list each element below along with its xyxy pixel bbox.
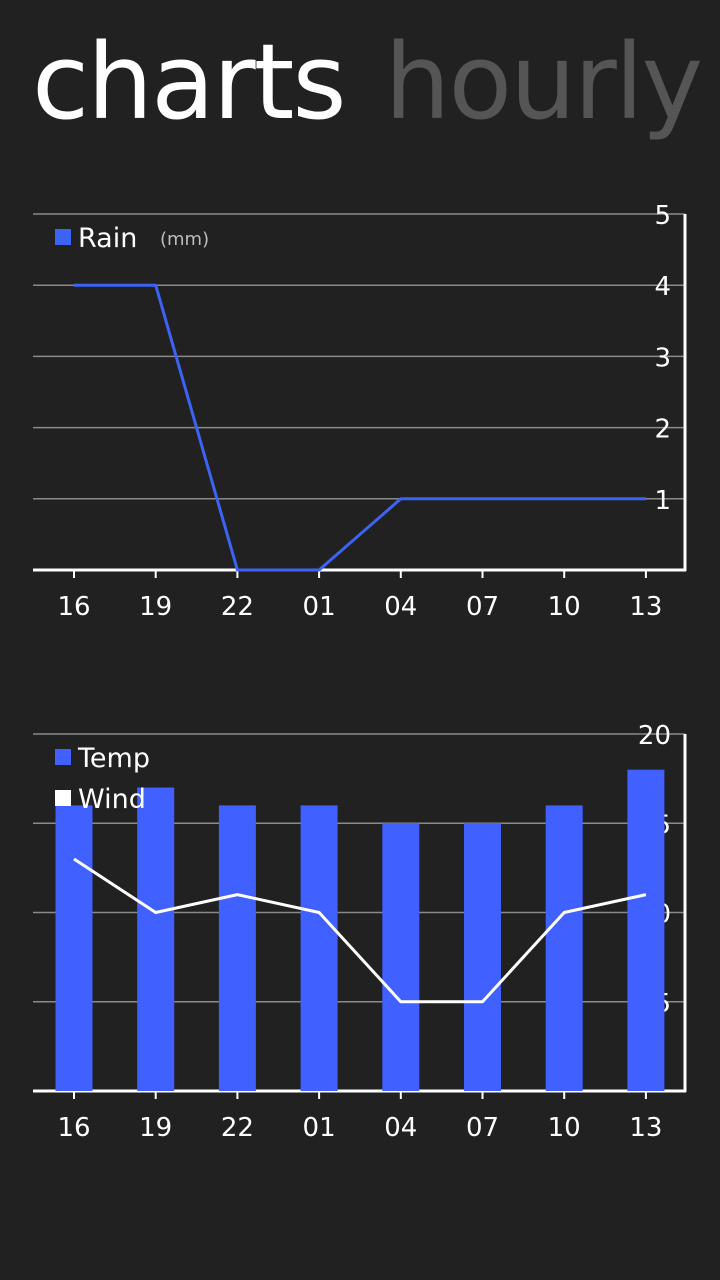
x-tick-label: 01: [303, 1113, 336, 1143]
rain-legend-swatch: [55, 229, 71, 245]
temp-bar: [300, 805, 338, 1091]
y-tick-label: 5: [654, 201, 671, 231]
y-tick-label: 1: [654, 486, 671, 516]
pivot-tab-charts[interactable]: charts: [32, 21, 347, 143]
temp-legend-swatch: [55, 749, 71, 765]
temp-bar: [382, 823, 420, 1091]
temp-bar: [218, 805, 256, 1091]
x-tick-label: 04: [384, 1113, 417, 1143]
x-tick-label: 19: [139, 1113, 172, 1143]
temp-legend-label: Temp: [77, 743, 150, 774]
temp-wind-chart: 51015201619220104071013TempWind: [33, 721, 687, 1143]
y-tick-label: 3: [654, 343, 671, 373]
rain-chart: 1 2 3 4 5 16 19 22 01 04 07 10 13 Rain (mm): [33, 201, 687, 622]
temp-bar: [464, 823, 501, 1091]
x-tick-label: 16: [57, 1113, 90, 1143]
x-tick-label: 22: [221, 592, 254, 622]
pivot-tab-hourly[interactable]: hourly: [384, 21, 704, 143]
y-tick-label: 2: [654, 415, 671, 445]
temp-bar: [137, 787, 175, 1091]
temp-bar: [627, 769, 665, 1091]
y-tick-label: 4: [654, 272, 671, 302]
wind-legend-swatch: [55, 790, 71, 806]
x-tick-label: 10: [548, 1113, 581, 1143]
y-tick-label: 20: [638, 721, 671, 751]
x-tick-label: 13: [629, 592, 662, 622]
x-tick-label: 01: [303, 592, 336, 622]
temp-bar: [55, 805, 93, 1091]
x-tick-label: 22: [221, 1113, 254, 1143]
x-tick-label: 07: [466, 1113, 499, 1143]
x-tick-label: 16: [57, 592, 90, 622]
temp-bar: [545, 805, 583, 1091]
x-tick-label: 13: [629, 1113, 662, 1143]
wind-legend-label: Wind: [78, 784, 146, 815]
pivot-header: charts hourly: [32, 30, 703, 134]
x-tick-label: 19: [139, 592, 172, 622]
x-tick-label: 07: [466, 592, 499, 622]
x-tick-label: 04: [384, 592, 417, 622]
x-tick-label: 10: [548, 592, 581, 622]
rain-line: [74, 283, 646, 572]
rain-legend-label: Rain: [78, 223, 137, 254]
wind-line: [73, 857, 647, 1004]
unit-label: (mm): [160, 229, 209, 250]
